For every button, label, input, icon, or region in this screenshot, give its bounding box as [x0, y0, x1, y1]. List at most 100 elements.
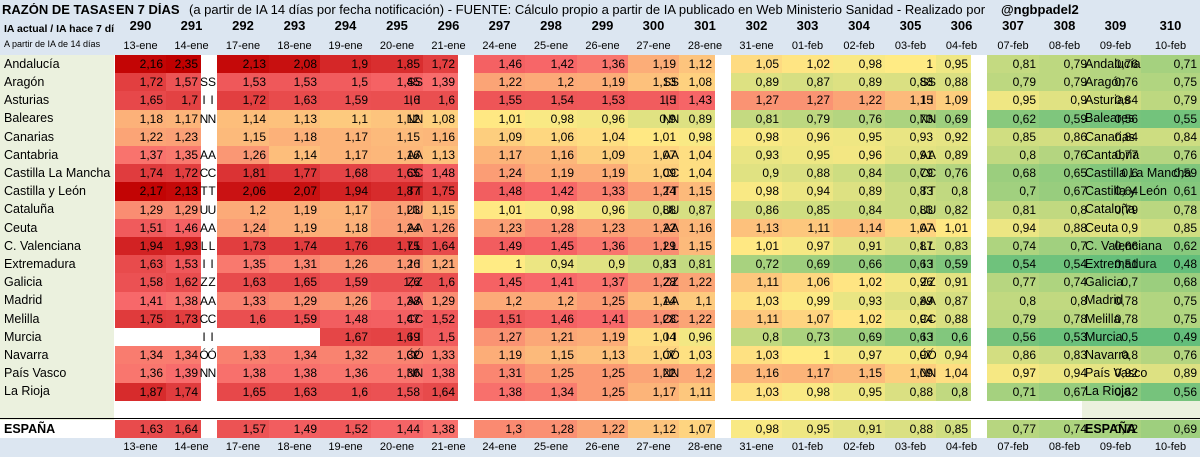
col-date-footer: 17-ene: [225, 442, 261, 453]
footer-band: [0, 438, 1200, 457]
value-cell: 0,87: [936, 291, 971, 310]
vertical-letter: I: [665, 257, 669, 272]
value-cell: 1,19: [269, 218, 320, 237]
col-date-footer: 14-ene: [174, 442, 209, 453]
value-cell: 1,19: [269, 200, 320, 219]
col-date: 20-ene: [379, 41, 415, 52]
value-cell: 0,86: [731, 200, 782, 219]
value-cell: 0,96: [577, 200, 628, 219]
vertical-letter: [671, 128, 679, 146]
col-number: 299: [591, 19, 614, 33]
value-cell: 1,24: [628, 182, 679, 201]
value-cell: 0,67: [1039, 182, 1090, 201]
vertical-letter: C: [663, 166, 671, 181]
value-cell: 1,63: [269, 382, 320, 401]
value-cell: 0,94: [885, 309, 936, 328]
total-value-cell: 0,88: [885, 420, 936, 438]
col-date-footer: 24-ene: [482, 442, 517, 453]
value-cell: 1,19: [577, 328, 628, 347]
value-cell: 1,33: [577, 182, 628, 201]
value-cell: 0,54: [1039, 255, 1090, 274]
col-number: 290: [129, 19, 152, 33]
region-name: Baleares: [4, 111, 54, 126]
value-cell: 1,36: [371, 364, 423, 383]
value-cell: 1,17: [320, 146, 371, 165]
value-cell: 1,04: [577, 127, 628, 146]
value-cell: 1,29: [115, 200, 166, 219]
value-cell: 0,7: [1090, 273, 1141, 292]
value-cell: 1,85: [371, 55, 423, 74]
value-cell: 1,6: [320, 382, 371, 401]
value-cell: 1,25: [577, 382, 628, 401]
col-date: 27-ene: [636, 41, 671, 52]
value-cell: 0,51: [1090, 255, 1141, 274]
vertical-letter: T: [415, 184, 423, 199]
col-date-footer: 26-ene: [585, 442, 620, 453]
value-cell: 0,76: [833, 109, 885, 128]
vertical-letter: I: [930, 93, 934, 108]
region-name: Cataluña: [4, 202, 55, 217]
value-cell: 1,65: [269, 273, 320, 292]
value-cell: 0,79: [1039, 55, 1090, 74]
value-cell: 1,23: [371, 200, 423, 219]
col-number: 305: [899, 19, 922, 33]
value-cell: 1,02: [833, 273, 885, 292]
total-name-right: ESPAÑA: [1085, 421, 1137, 436]
value-cell: 1,59: [269, 309, 320, 328]
value-cell: 1,02: [833, 309, 885, 328]
region-name-right: Asturias: [1085, 93, 1131, 108]
vertical-letter: N: [200, 111, 208, 126]
vertical-letter: Ó: [928, 348, 936, 363]
value-cell: 1,48: [423, 164, 458, 183]
value-cell: 0,9: [577, 255, 628, 274]
region-name: Galicia: [4, 275, 43, 290]
region-name: Castilla La Mancha: [4, 166, 111, 181]
value-cell: 1,21: [525, 328, 577, 347]
vertical-letter: U: [208, 202, 216, 217]
value-cell: 2,16: [115, 55, 166, 74]
value-cell: 1,1: [679, 291, 715, 310]
vertical-letter: A: [928, 148, 936, 163]
value-cell: 1,01: [474, 200, 525, 219]
vertical-letter: N: [415, 366, 423, 381]
vertical-letter: [928, 55, 936, 73]
value-cell: 1,45: [474, 273, 525, 292]
col-date-footer: 04-feb: [945, 442, 978, 453]
value-cell: 1,55: [474, 91, 525, 110]
value-cell: 1,09: [628, 164, 679, 183]
vertical-letter: N: [671, 366, 679, 381]
value-cell: 0,62: [987, 109, 1039, 128]
vertical-letter: I: [409, 330, 413, 345]
value-cell: 1,64: [423, 382, 458, 401]
value-cell: 1,65: [217, 382, 269, 401]
value-cell: 1,09: [885, 364, 936, 383]
value-cell: 0,86: [987, 346, 1039, 365]
col-number: 306: [950, 19, 973, 33]
value-cell: 0,89: [679, 109, 715, 128]
value-cell: 1,25: [577, 291, 628, 310]
value-cell: 1,48: [474, 182, 525, 201]
value-cell: 2,08: [269, 55, 320, 74]
col-date: 09-feb: [1099, 41, 1132, 52]
vertical-letter: N: [663, 111, 671, 126]
value-cell: 0,85: [782, 200, 833, 219]
vertical-letter: S: [415, 75, 423, 90]
value-cell: 1,37: [115, 146, 166, 165]
value-cell: [166, 328, 201, 347]
region-name: Murcia: [4, 329, 42, 344]
value-cell: 1,41: [115, 291, 166, 310]
col-date: 21-ene: [431, 41, 466, 52]
value-cell: 1,19: [577, 164, 628, 183]
col-number: 303: [796, 19, 819, 33]
value-cell: 1,33: [217, 291, 269, 310]
value-cell: 1,19: [628, 55, 679, 74]
value-cell: 1,11: [731, 273, 782, 292]
vertical-letter: U: [415, 202, 423, 217]
value-cell: 1,74: [166, 382, 201, 401]
value-cell: 1,04: [679, 164, 715, 183]
vertical-letter: L: [415, 239, 423, 254]
value-cell: 1,06: [782, 273, 833, 292]
value-cell: 0,95: [833, 382, 885, 401]
vertical-letter: I: [210, 93, 214, 108]
vertical-letter: C: [208, 311, 216, 326]
